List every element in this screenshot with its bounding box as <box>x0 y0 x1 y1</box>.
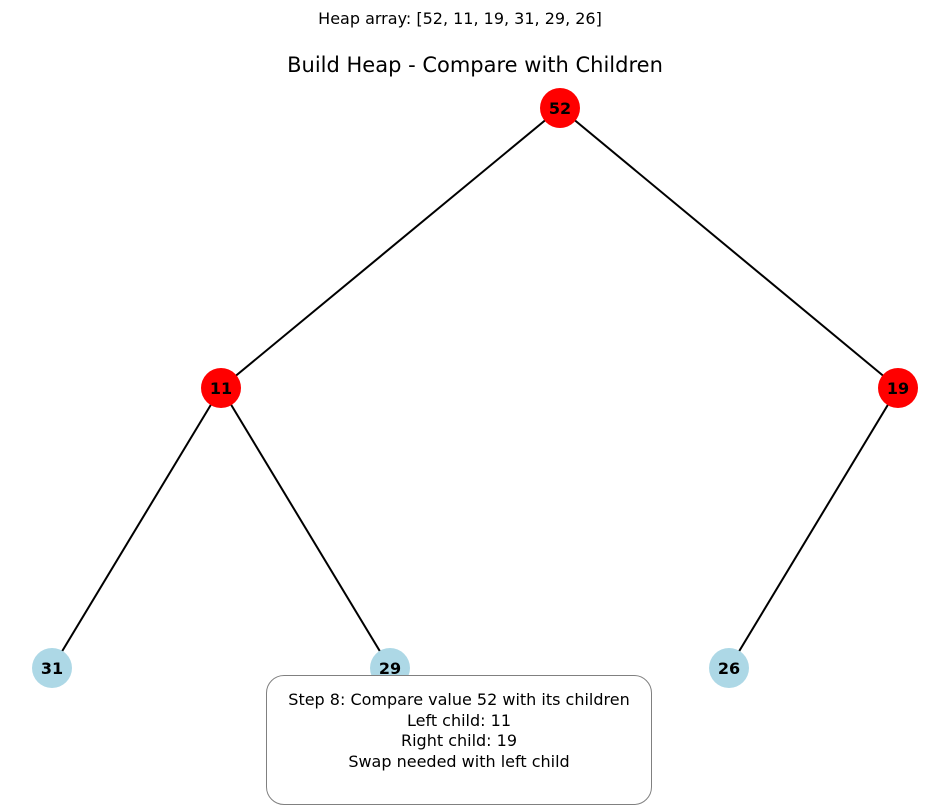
heap-array-text: Heap array: [52, 11, 19, 31, 29, 26] <box>318 9 602 28</box>
tree-node-circle <box>540 88 580 128</box>
step-description: Step 8: Compare value 52 with its childr… <box>288 690 630 709</box>
tree-node: 52 <box>540 88 580 128</box>
tree-node-label: 19 <box>887 379 909 398</box>
tree-node: 11 <box>201 368 241 408</box>
tree-edge <box>220 107 561 389</box>
tree-nodes: 52 11 19 31 29 26 <box>32 88 918 688</box>
swap-status-text: Swap needed with left child <box>348 752 570 772</box>
tree-node-label: 52 <box>549 99 571 118</box>
tree-edge <box>220 387 391 669</box>
tree-node-circle <box>32 648 72 688</box>
tree-edge <box>51 387 222 669</box>
step-info-box: Step 8: Compare value 52 with its childr… <box>266 675 652 805</box>
tree-node-label: 31 <box>41 659 63 678</box>
tree-node-label: 11 <box>210 379 232 398</box>
tree-node-circle <box>201 368 241 408</box>
right-child-text: Right child: 19 <box>400 731 518 751</box>
tree-node: 26 <box>709 648 749 688</box>
left-child-text: Left child: 11 <box>406 710 511 730</box>
heap-tree-diagram: Heap array: [52, 11, 19, 31, 29, 26] Bui… <box>32 9 918 688</box>
tree-node-label: 26 <box>718 659 740 678</box>
tree-node-circle <box>709 648 749 688</box>
tree-node: 31 <box>32 648 72 688</box>
tree-node-circle <box>878 368 918 408</box>
tree-node: 19 <box>878 368 918 408</box>
tree-edge <box>559 107 899 389</box>
tree-edge <box>728 387 899 669</box>
tree-edges <box>51 107 899 669</box>
tree-node-label: 29 <box>379 659 401 678</box>
diagram-title: Build Heap - Compare with Children <box>287 53 663 77</box>
